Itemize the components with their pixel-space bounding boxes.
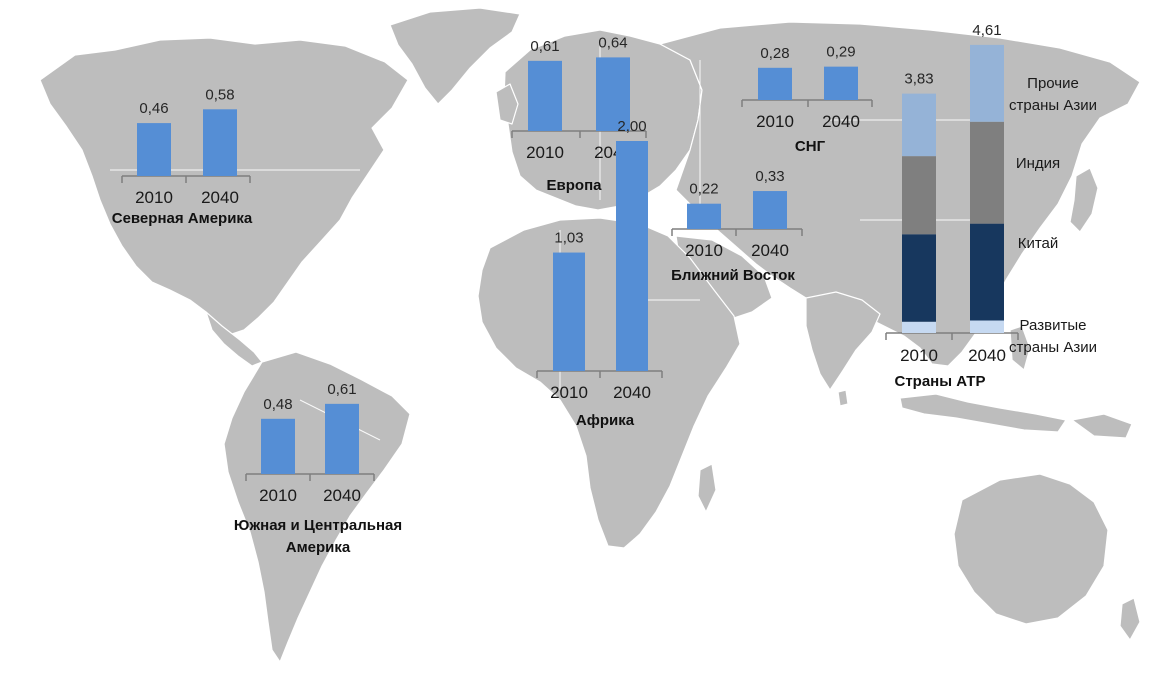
segment-индия [970, 121, 1004, 224]
region-title: Америка [286, 539, 351, 556]
bar-2040 [203, 109, 237, 176]
segment-китай [970, 223, 1004, 321]
bar-2010 [528, 60, 562, 131]
japan-shape [1069, 167, 1099, 233]
segment-развитые-страны-азии [902, 321, 936, 333]
madagascar-shape [697, 463, 717, 513]
tick-label: 2010 [526, 143, 564, 162]
north-america-shape [39, 37, 409, 335]
tick-label: 2010 [550, 383, 588, 402]
chart-северная-америка: 0,46 2010 0,58 2040 Северная Америка [112, 86, 253, 227]
chart-страны-атр: 3,83 2010 4,61 2040 Развитые страны Азии Китай… [885, 22, 1097, 390]
data-label: 0,61 [530, 38, 559, 55]
segment-индия [902, 156, 936, 235]
bar-2010 [687, 203, 721, 229]
tick-label: 2010 [259, 486, 297, 505]
bar-2010 [758, 67, 792, 100]
data-label: 2,00 [617, 118, 646, 135]
region-title: Северная Америка [112, 210, 253, 227]
series-label: страны Азии [1009, 97, 1097, 114]
tick-label: 2010 [135, 188, 173, 207]
data-label: 0,58 [205, 86, 234, 103]
tick-label: 2040 [201, 188, 239, 207]
tick-label: 2040 [323, 486, 361, 505]
chart-снг: 0,28 2010 0,29 2040 СНГ [741, 44, 873, 155]
bar-2040 [824, 66, 858, 100]
bar-2040 [753, 191, 787, 229]
series-label: страны Азии [1009, 339, 1097, 356]
bar-2010 [553, 252, 585, 371]
series-label: Прочие [1027, 75, 1079, 92]
bar-2010 [137, 123, 171, 176]
chart-африка: 1,03 2010 2,00 2040 Африка [536, 118, 663, 429]
region-title: Страны АТР [895, 373, 986, 390]
tick-label: 2010 [685, 241, 723, 260]
bar-2040 [596, 57, 630, 131]
segment-развитые-страны-азии [970, 320, 1004, 333]
total-label: 3,83 [904, 71, 933, 88]
tick-label: 2040 [822, 112, 860, 131]
indonesia-shape [899, 393, 1067, 433]
india-shape [805, 291, 881, 391]
sri-lanka-shape [837, 389, 849, 407]
tick-label: 2010 [756, 112, 794, 131]
segment-прочие-страны-азии [902, 93, 936, 157]
region-title: Европа [547, 177, 603, 194]
region-title: СНГ [795, 138, 826, 155]
tick-label: 2010 [900, 346, 938, 365]
region-title: Африка [576, 412, 635, 429]
total-label: 4,61 [972, 22, 1001, 39]
region-title: Южная и Центральная [234, 517, 402, 534]
data-label: 0,46 [139, 100, 168, 117]
bar-2040 [616, 141, 648, 371]
chart-южная-и-центральная-америка: 0,48 2010 0,61 2040 Южная и Центральная Амери… [234, 381, 402, 556]
data-label: 1,03 [554, 230, 583, 247]
australia-shape [953, 473, 1109, 625]
greenland-shape [389, 7, 521, 105]
segment-китай [902, 234, 936, 322]
bar-2010 [261, 418, 295, 474]
new-zealand-shape [1119, 597, 1141, 641]
data-label: 0,48 [263, 396, 292, 413]
bar-2040 [325, 403, 359, 474]
series-label: Развитые [1020, 317, 1087, 334]
central-america-shape [205, 311, 263, 367]
data-label: 0,28 [760, 45, 789, 62]
uk-shape [495, 83, 519, 125]
data-label: 0,22 [689, 181, 718, 198]
tick-label: 2040 [968, 346, 1006, 365]
chart-ближний-восток: 0,22 2010 0,33 2040 Ближний Восток [671, 168, 803, 284]
tick-label: 2040 [751, 241, 789, 260]
data-label: 0,29 [826, 44, 855, 61]
data-label: 0,33 [755, 168, 784, 185]
series-label: Китай [1018, 235, 1059, 252]
segment-прочие-страны-азии [970, 44, 1004, 122]
new-guinea-shape [1071, 413, 1133, 439]
data-label: 0,61 [327, 381, 356, 398]
tick-label: 2040 [613, 383, 651, 402]
philippines-shape [1009, 325, 1031, 371]
series-label: Индия [1016, 155, 1060, 172]
region-title: Ближний Восток [671, 267, 795, 284]
data-label: 0,64 [598, 34, 627, 51]
